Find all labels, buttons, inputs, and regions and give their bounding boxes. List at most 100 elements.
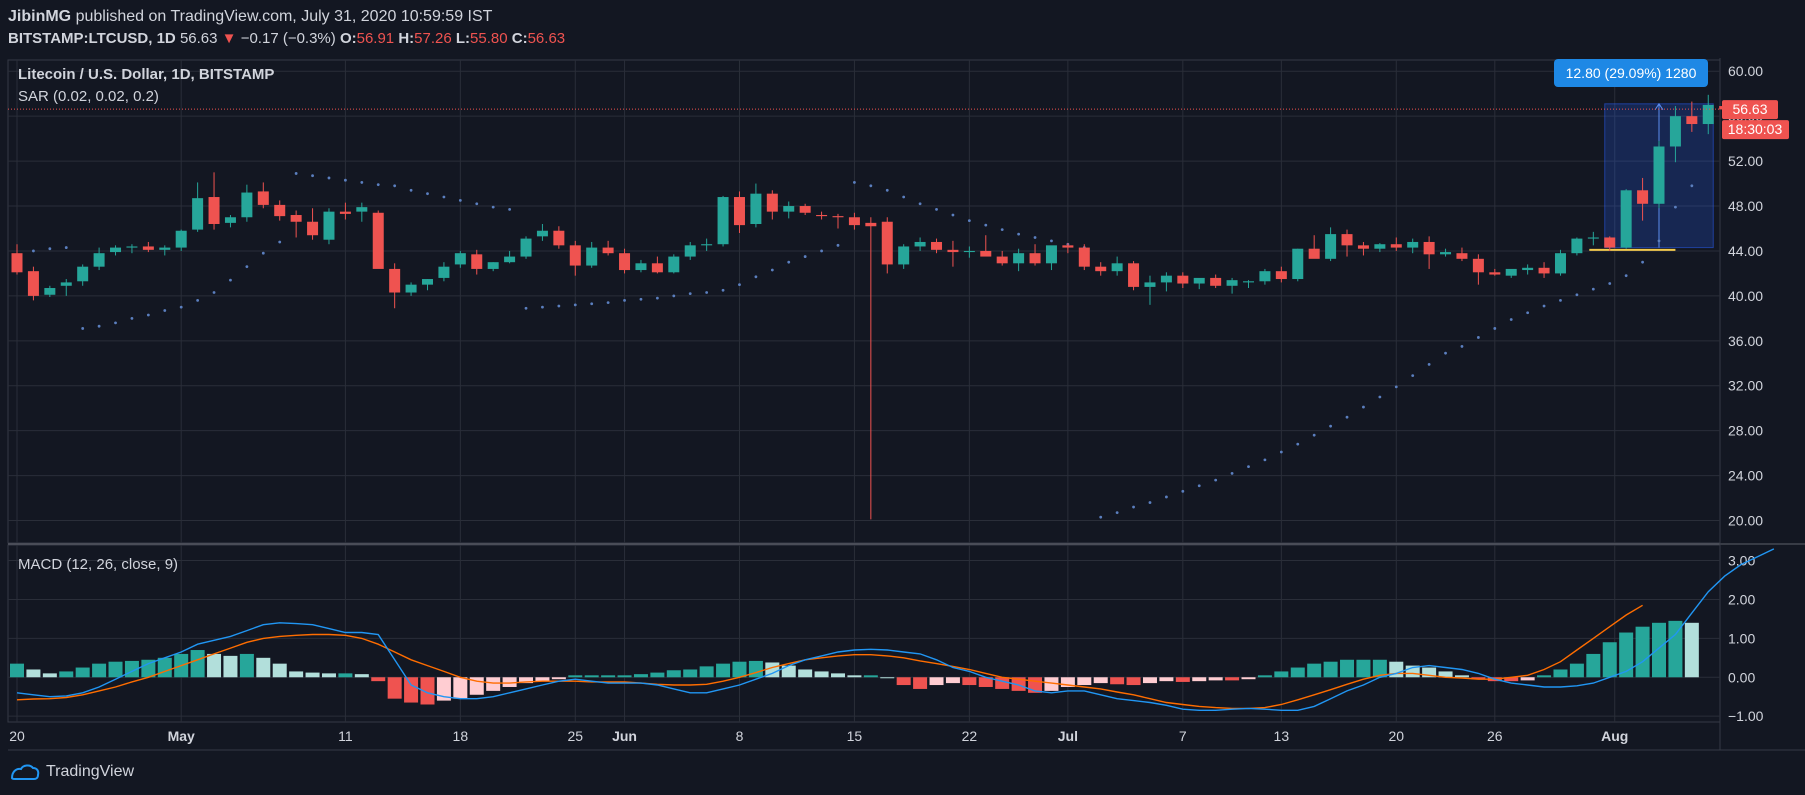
candle-body bbox=[1637, 190, 1649, 204]
macd-histogram-bar bbox=[1668, 620, 1683, 678]
header-bar: JibinMG published on TradingView.com, Ju… bbox=[0, 0, 1805, 58]
macd-histogram-bar bbox=[190, 650, 205, 678]
sar-dot bbox=[229, 278, 232, 282]
author-name[interactable]: JibinMG bbox=[8, 8, 72, 25]
candle-body bbox=[1472, 258, 1484, 273]
candle-body bbox=[586, 247, 598, 266]
macd-legend[interactable]: MACD (12, 26, close, 9) bbox=[18, 556, 179, 573]
time-tick-label: 11 bbox=[338, 728, 353, 744]
sar-dot bbox=[1526, 311, 1530, 315]
candle-body bbox=[553, 230, 565, 246]
macd-histogram-bar bbox=[748, 660, 763, 678]
candle-body bbox=[1243, 281, 1254, 283]
tradingview-footer[interactable]: TradingView bbox=[10, 762, 134, 782]
macd-histogram-bar bbox=[1438, 671, 1453, 678]
sar-dot bbox=[48, 247, 52, 251]
sar-dot bbox=[557, 304, 561, 308]
price-tick-label: 20.00 bbox=[1728, 513, 1763, 529]
macd-histogram-bar bbox=[978, 677, 993, 687]
sar-dot bbox=[869, 184, 873, 188]
macd-histogram-bar bbox=[945, 677, 960, 684]
macd-histogram-bar bbox=[847, 675, 862, 678]
sar-dot bbox=[1099, 515, 1103, 519]
last-price: 56.63 bbox=[179, 30, 218, 47]
candle-body bbox=[405, 284, 417, 293]
sar-dot bbox=[721, 288, 725, 292]
candle-body bbox=[980, 250, 992, 257]
macd-histogram-bar bbox=[1537, 675, 1552, 678]
sar-dot bbox=[1657, 239, 1661, 243]
candle-body bbox=[1653, 146, 1665, 204]
sar-dot bbox=[508, 207, 511, 211]
sar-dot bbox=[1017, 232, 1021, 236]
signal-line bbox=[16, 604, 1643, 710]
sar-dot bbox=[885, 188, 889, 192]
macd-histogram-bar bbox=[995, 677, 1010, 689]
candle-body bbox=[668, 256, 680, 273]
macd-histogram-bar bbox=[1569, 663, 1584, 678]
sar-dot bbox=[1559, 298, 1562, 302]
candle-body bbox=[947, 249, 959, 253]
sar-dot bbox=[163, 309, 167, 312]
candle-body bbox=[914, 241, 926, 247]
sar-dot bbox=[984, 223, 988, 227]
sar-dot bbox=[705, 291, 709, 294]
macd-histogram-bar bbox=[453, 677, 468, 699]
candle-body bbox=[454, 253, 466, 265]
macd-histogram-bar bbox=[354, 674, 369, 678]
candle-body bbox=[1177, 275, 1189, 284]
sar-dot bbox=[1312, 433, 1316, 437]
price-tick-label: 32.00 bbox=[1728, 378, 1763, 394]
candle-body bbox=[339, 211, 351, 214]
sar-dot bbox=[327, 176, 331, 180]
candle-body bbox=[356, 207, 368, 212]
price-tick-label: 52.00 bbox=[1728, 153, 1763, 169]
sar-dot bbox=[114, 321, 117, 325]
macd-tick-label: 2.00 bbox=[1728, 591, 1755, 607]
macd-histogram-bar bbox=[1257, 675, 1272, 678]
macd-histogram-bar bbox=[207, 653, 222, 678]
sar-dot bbox=[1674, 205, 1677, 209]
symbol-label[interactable]: BITSTAMP:LTCUSD, 1D bbox=[8, 30, 176, 47]
macd-histogram-bar bbox=[1504, 677, 1519, 682]
brand-name: TradingView bbox=[46, 763, 135, 780]
macd-histogram-bar bbox=[1192, 677, 1207, 682]
candle-body bbox=[274, 204, 286, 217]
sar-legend[interactable]: SAR (0.02, 0.02, 0.2) bbox=[18, 88, 159, 105]
sar-dot bbox=[32, 249, 35, 253]
candle-body bbox=[635, 263, 647, 271]
candle-body bbox=[60, 282, 72, 286]
low-label: L: bbox=[455, 30, 471, 47]
price-tick-label: 36.00 bbox=[1728, 333, 1763, 349]
candle-body bbox=[1013, 253, 1025, 264]
candle-body bbox=[766, 193, 778, 212]
candle-body bbox=[1275, 271, 1287, 280]
sar-dot bbox=[245, 265, 249, 269]
macd-line bbox=[16, 548, 1775, 711]
last-price-label-box bbox=[1722, 100, 1778, 120]
candle-body bbox=[1505, 268, 1517, 276]
candle-body bbox=[1193, 277, 1205, 284]
measure-label-box bbox=[1554, 59, 1708, 87]
sar-dot bbox=[1690, 184, 1694, 188]
sar-dot bbox=[1575, 293, 1579, 297]
candle-body bbox=[520, 238, 532, 257]
macd-tick-label: 3.00 bbox=[1728, 553, 1755, 569]
sar-dot bbox=[212, 291, 216, 294]
time-tick-label: 20 bbox=[1388, 728, 1404, 744]
macd-histogram-bar bbox=[10, 663, 24, 678]
sar-dot bbox=[655, 296, 659, 300]
candle-body bbox=[422, 279, 433, 285]
sar-dot bbox=[1115, 511, 1119, 515]
sar-dot bbox=[1263, 458, 1267, 462]
sar-dot bbox=[81, 327, 85, 330]
candle-body bbox=[487, 262, 499, 269]
candle-body bbox=[1456, 253, 1468, 259]
main-series-legend[interactable]: Litecoin / U.S. Dollar, 1D, BITSTAMP bbox=[18, 66, 275, 83]
candle-body bbox=[438, 266, 450, 278]
time-tick-label: Aug bbox=[1601, 728, 1628, 744]
candle-body bbox=[1111, 263, 1123, 272]
sar-dot bbox=[1624, 274, 1628, 278]
macd-histogram-bar bbox=[781, 665, 796, 678]
